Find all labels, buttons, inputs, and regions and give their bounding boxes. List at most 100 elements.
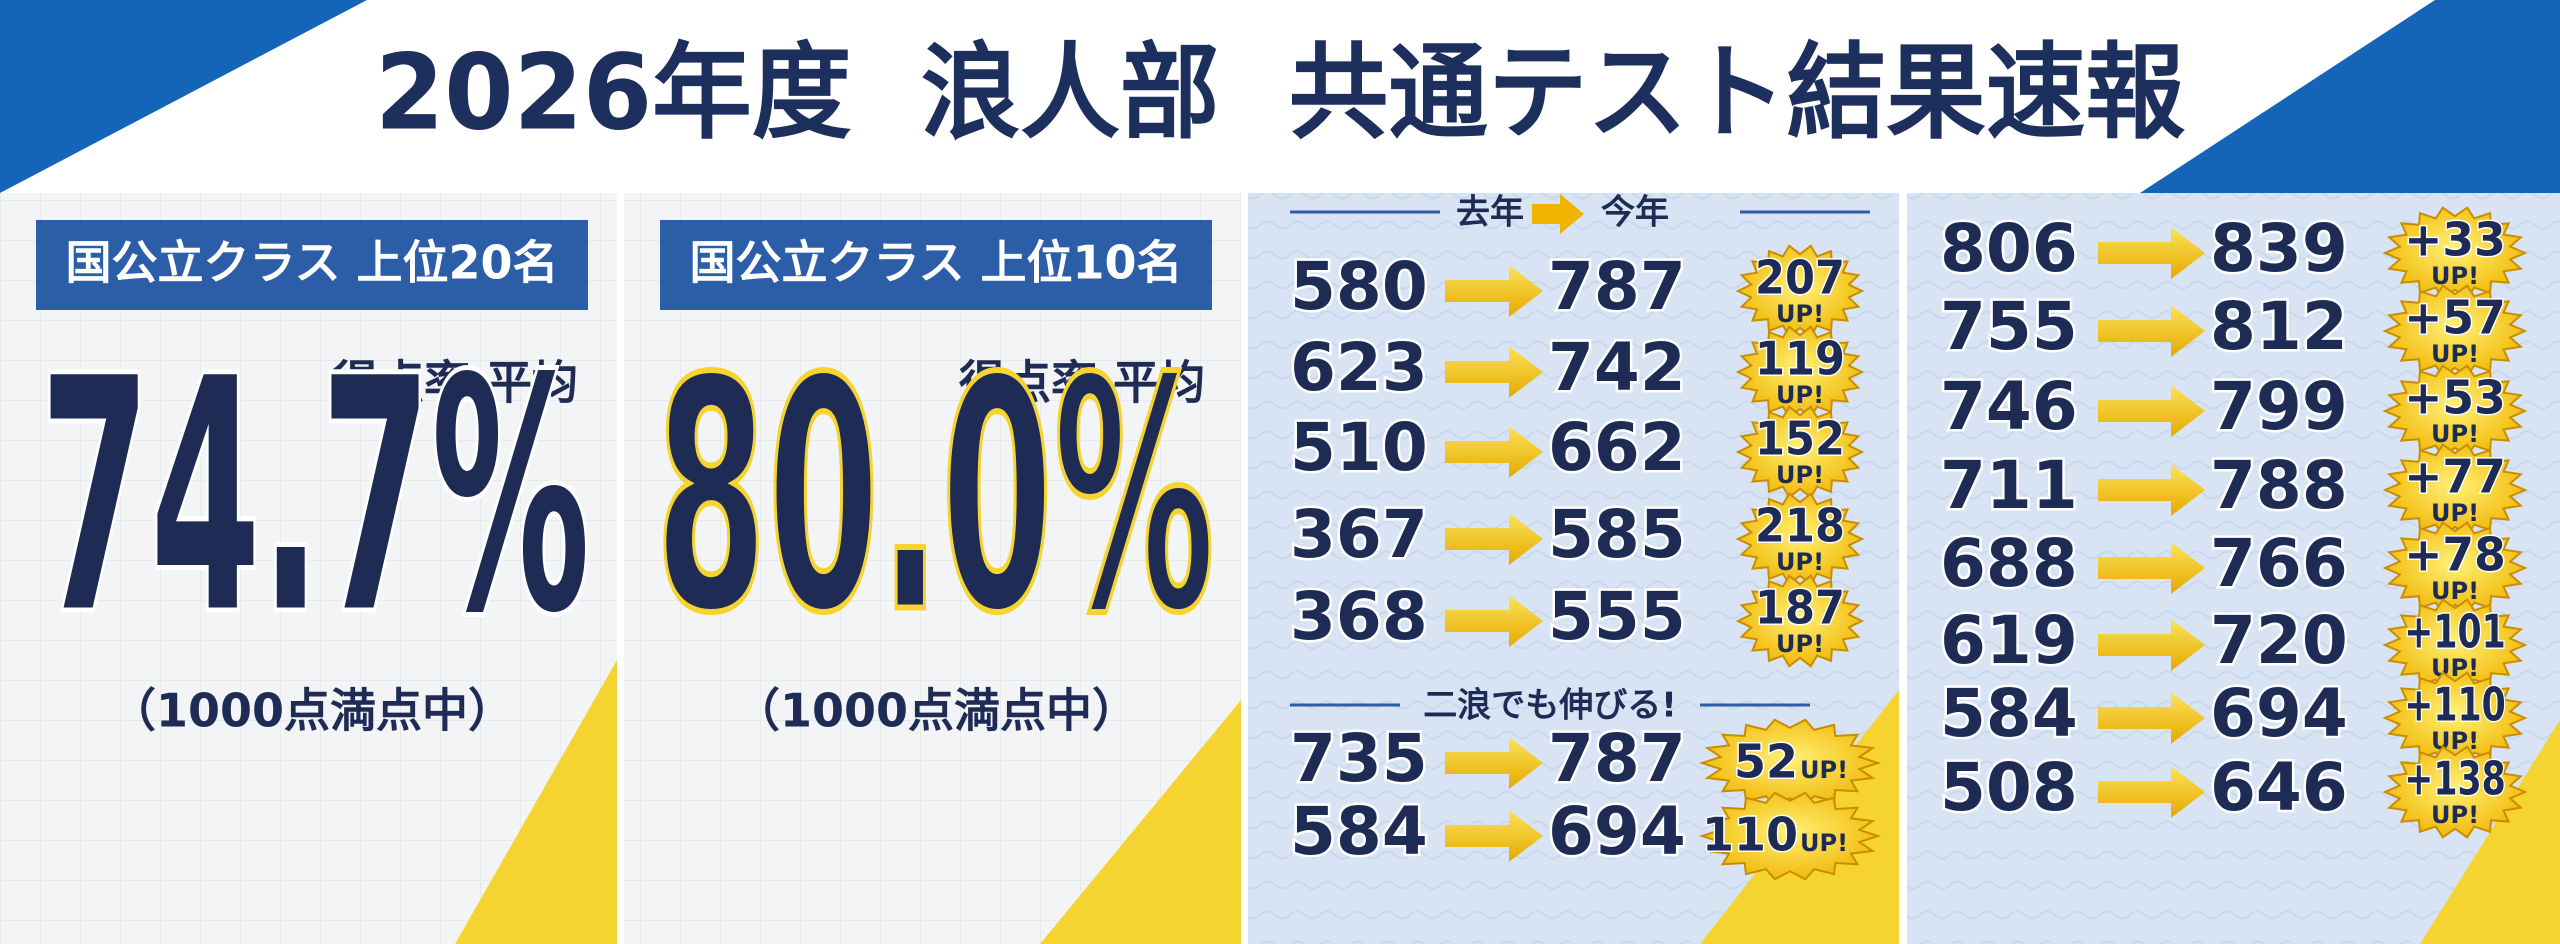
header-corner <box>2140 0 2560 193</box>
arrow <box>1445 737 1543 789</box>
badge-gain: +78 <box>2404 528 2506 582</box>
arrow-icon <box>1532 194 1584 234</box>
before-score: 746 <box>1940 368 2078 445</box>
badge-suffix: UP! <box>1776 630 1824 658</box>
column-header: 去年 <box>1456 193 1524 233</box>
badge-gain: 207 <box>1755 251 1845 305</box>
badge-suffix: UP! <box>1800 829 1848 857</box>
arrow <box>2098 464 2205 516</box>
after-score: 839 <box>2210 210 2348 287</box>
panel-grid <box>0 193 617 944</box>
before-score: 619 <box>1940 602 2078 679</box>
before-score: 688 <box>1940 525 2078 602</box>
badge-gain: +33 <box>2404 213 2506 267</box>
badge-gain: +101 <box>2404 605 2506 659</box>
panel-grid <box>624 193 1241 944</box>
panel-caption: 得点率 平均 <box>332 356 578 410</box>
before-score: 584 <box>1940 675 2078 752</box>
badge-suffix: UP! <box>2431 262 2479 290</box>
arrow <box>2098 692 2205 744</box>
title: 2026年度 浪人部 共通テスト結果速報 <box>375 31 2185 153</box>
big-value: 80.0% <box>655 312 1215 684</box>
badge-star <box>1735 574 1865 668</box>
badge-suffix: UP! <box>1776 548 1824 576</box>
panel-accent <box>1040 700 1241 944</box>
badge-gain: 218 <box>1755 499 1845 553</box>
before-score: 623 <box>1290 329 1428 406</box>
big-value: 74.7% <box>40 312 590 684</box>
after-score: 766 <box>2210 525 2348 602</box>
badge-gain: 110 <box>1702 808 1798 862</box>
header-corner <box>0 0 367 193</box>
badge-star <box>1735 405 1865 499</box>
after-score: 799 <box>2210 368 2348 445</box>
badge-suffix: UP! <box>1776 461 1824 489</box>
badge-gain: 187 <box>1755 581 1845 635</box>
before-score: 580 <box>1290 248 1428 325</box>
label-box <box>660 220 1212 310</box>
badge-gain: +57 <box>2404 291 2506 345</box>
before-score: 755 <box>1940 288 2078 365</box>
after-score: 787 <box>1548 720 1686 797</box>
arrow <box>2098 619 2205 671</box>
arrow <box>1445 346 1543 398</box>
before-score: 367 <box>1290 496 1428 573</box>
header-bg <box>0 0 2560 193</box>
badge-suffix: UP! <box>2431 801 2479 829</box>
after-score: 720 <box>2210 602 2348 679</box>
badge-gain: +53 <box>2404 371 2506 425</box>
column-header: 今年 <box>1601 193 1669 233</box>
before-score: 806 <box>1940 210 2078 287</box>
sub-heading: 二浪でも伸びる! <box>1423 686 1677 726</box>
after-score: 787 <box>1548 248 1686 325</box>
before-score: 508 <box>1940 749 2078 826</box>
badge-star <box>1735 492 1865 586</box>
badge-suffix: UP! <box>1776 300 1824 328</box>
before-score: 584 <box>1290 793 1428 870</box>
panel-note: （1000点満点中） <box>110 684 514 738</box>
badge-gain: +77 <box>2404 450 2506 504</box>
badge-suffix: UP! <box>1776 381 1824 409</box>
arrow <box>1445 513 1543 565</box>
after-score: 788 <box>2210 447 2348 524</box>
badge-gain: +110 <box>2404 678 2506 732</box>
badge-star <box>2382 745 2528 839</box>
badge-suffix: UP! <box>2431 499 2479 527</box>
badge-gain: 152 <box>1755 412 1845 466</box>
badge-gain: +138 <box>2404 752 2506 806</box>
arrow <box>1445 810 1543 862</box>
panel-caption: 得点率 平均 <box>959 356 1205 410</box>
arrow <box>2098 766 2205 818</box>
badge-suffix: UP! <box>2431 340 2479 368</box>
panel-label: 国公立クラス 上位20名 <box>65 236 558 290</box>
arrow <box>1445 265 1543 317</box>
badge-suffix: UP! <box>2431 577 2479 605</box>
label-box <box>36 220 588 310</box>
badge-star <box>1735 244 1865 338</box>
arrow <box>2098 305 2205 357</box>
before-score: 735 <box>1290 720 1428 797</box>
arrow <box>2098 542 2205 594</box>
after-score: 812 <box>2210 288 2348 365</box>
after-score: 662 <box>1548 409 1686 486</box>
after-score: 694 <box>2210 675 2348 752</box>
arrow <box>1445 595 1543 647</box>
before-score: 711 <box>1940 447 2078 524</box>
badge-gain: 52 <box>1734 735 1798 789</box>
badge-suffix: UP! <box>1800 756 1848 784</box>
after-score: 555 <box>1548 578 1686 655</box>
panel-note: （1000点満点中） <box>734 684 1138 738</box>
after-score: 694 <box>1548 793 1686 870</box>
arrow <box>2098 227 2205 279</box>
arrow <box>1445 426 1543 478</box>
before-score: 510 <box>1290 409 1428 486</box>
badge-suffix: UP! <box>2431 420 2479 448</box>
badge-gain: 119 <box>1755 332 1845 386</box>
badge-star <box>1698 791 1882 881</box>
panel-label: 国公立クラス 上位10名 <box>689 236 1182 290</box>
arrow <box>2098 385 2205 437</box>
after-score: 742 <box>1548 329 1686 406</box>
before-score: 368 <box>1290 578 1428 655</box>
after-score: 585 <box>1548 496 1686 573</box>
